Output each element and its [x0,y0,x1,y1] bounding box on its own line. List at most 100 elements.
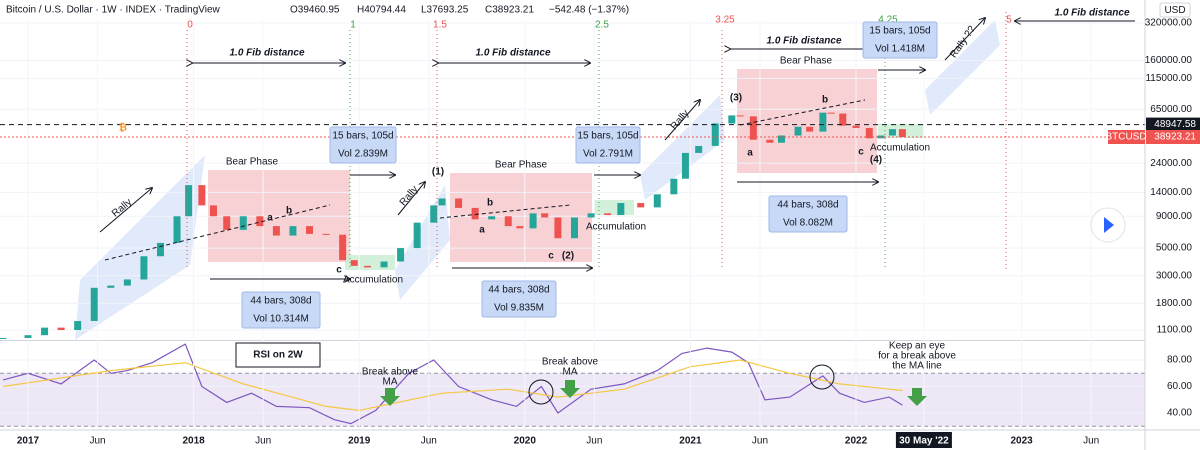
long-box [768,195,848,233]
candle [488,216,496,220]
ohlc-high: H40794.44 [357,5,406,16]
note: Break above [542,357,599,368]
wave-label: (2) [562,251,574,262]
candle [819,112,827,132]
fib-level-label: 5 [1006,15,1012,26]
rsi-tick-label: 80.00 [1167,355,1192,366]
wave-label: c [858,147,864,158]
long-box-text: 44 bars, 308d [488,285,549,296]
candle [430,205,438,223]
x-tick-label: 2021 [679,436,702,447]
candle [554,217,562,239]
candle [670,178,678,195]
wave-label: c [548,251,554,262]
wave-label: b [487,198,493,209]
ohlc-low: L37693.25 [421,5,469,16]
candle [123,279,131,286]
currency-box[interactable] [1159,2,1191,18]
candle [57,327,65,331]
y-tick-label: 160000.00 [1145,55,1193,66]
long-box-text: Vol 8.082M [783,218,833,229]
long-box-text: 44 bars, 308d [250,296,311,307]
wave-label: a [747,148,753,159]
currency[interactable]: USD [1164,5,1185,16]
symbol-label: BTCUSD [1105,132,1146,143]
ma-line [3,359,903,412]
pane-divider [0,340,1145,341]
candle [711,123,719,146]
candle [413,222,421,249]
x-tick-label: 30 May '22 [899,436,949,447]
candle [749,116,757,140]
wave-label: (4) [870,155,882,166]
candle [617,202,625,216]
rsi-tick-label: 60.00 [1167,381,1192,392]
candle [272,226,280,236]
candle [839,113,847,126]
long-box-text: Vol 9.835M [494,303,544,314]
short-box [575,126,641,164]
candle [156,242,164,257]
short-box-text: Vol 1.418M [875,44,925,55]
wave-label: b [822,95,828,106]
candle [140,256,148,280]
fib-distance-label: 1.0 Fib distance [229,48,304,59]
candle [41,327,49,336]
long-box-text: 44 bars, 308d [777,200,838,211]
candle [209,205,217,217]
candle [438,198,446,206]
candle [24,335,32,338]
y-tick-label: 1800.00 [1156,298,1193,309]
candle [637,202,645,208]
fib-level-label: 1 [350,20,356,31]
play-icon[interactable] [1104,217,1114,233]
price-pane [0,12,1145,430]
fib-distance-label: 1.0 Fib distance [1054,8,1129,19]
candle [681,152,689,179]
fib-level-label: 1.5 [433,20,447,31]
y-tick-label: 115000.00 [1145,73,1192,84]
candle [529,213,537,229]
x-tick-label: Jun [752,436,768,447]
candle [455,198,463,208]
candle [198,185,206,206]
y-tick-label: 320000.00 [1145,18,1193,29]
x-tick-label: 2017 [17,436,40,447]
bitcoin-logo: ₿ [119,122,127,134]
note: MA [383,377,398,388]
x-tick-label: Jun [89,436,105,447]
bear-phase-label: Bear Phase [495,160,548,171]
candle [350,260,358,266]
candle [516,226,524,229]
fib-level-label: 4.25 [878,15,898,26]
last-price-box [1146,129,1200,144]
candle [888,129,896,136]
candle [653,194,661,208]
note: Keep an eye [889,341,946,352]
fib-level-label: 2.5 [595,20,609,31]
candle [471,207,479,220]
note: MA [563,367,578,378]
annotations: 0 1 1.5 2.5 3.25 4.25 5 1.0 Fib distance 1.0 Fib… [110,8,1130,388]
candle [322,233,330,235]
candle [541,213,549,218]
accumulation-label: Accumulation [586,222,646,233]
short-box-text: Vol 2.791M [583,149,633,160]
fib-distance-label: 1.0 Fib distance [475,48,550,59]
fib-level-label: 0 [187,20,193,31]
arrows [99,18,1135,406]
symbol-title: Bitcoin / U.S. Dollar · 1W · INDEX · Tra… [6,5,221,16]
x-tick-label: 2023 [1010,436,1033,447]
candle [363,265,371,268]
candle [852,125,860,128]
fib-distance-label: 1.0 Fib distance [766,36,841,47]
candle [173,216,181,243]
accumulation-label: Accumulation [870,143,930,154]
x-tick-label: Jun [1083,436,1099,447]
bear-phase-label: Bear Phase [780,56,833,67]
x-tick-label: Jun [421,436,437,447]
rsi-pane [0,343,1145,427]
y-tick-label: 24000.00 [1150,158,1192,169]
candle [74,320,82,331]
last-price-label: 38923.21 [1154,132,1196,143]
